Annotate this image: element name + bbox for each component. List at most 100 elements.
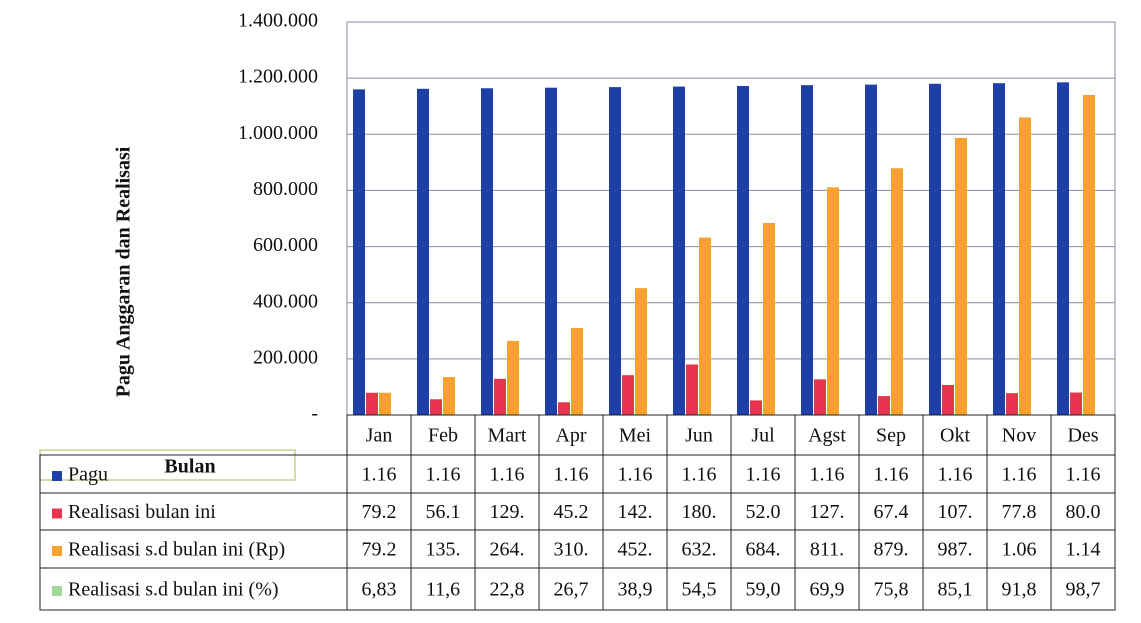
x-tick-label: Okt	[940, 425, 970, 447]
y-tick-label: 200.000	[253, 346, 318, 368]
legend-label: Realisasi s.d bulan ini (%)	[68, 579, 279, 601]
table-value: 67.4	[874, 501, 909, 523]
table-value: 811.	[810, 539, 844, 561]
table-value: 79.2	[362, 539, 397, 561]
bar	[635, 288, 647, 415]
x-tick-label: Jan	[366, 425, 393, 447]
table-value: 11,6	[426, 579, 460, 601]
table-value: 79.2	[362, 501, 397, 523]
table-value: 52.0	[746, 501, 781, 523]
table-value: 310.	[554, 539, 589, 561]
y-tick-label: 400.000	[253, 290, 318, 312]
table-value: 75,8	[874, 579, 909, 601]
bar	[430, 399, 442, 415]
bar	[545, 87, 557, 416]
bar	[481, 88, 493, 416]
bar	[737, 86, 749, 415]
bar	[558, 402, 570, 415]
x-tick-label: Mart	[488, 425, 527, 447]
bar	[686, 364, 698, 415]
table-value: 632.	[682, 539, 717, 561]
bar	[763, 222, 775, 415]
bar	[750, 400, 762, 415]
bar	[1019, 117, 1031, 415]
table-value: 1.16	[490, 464, 525, 486]
bar	[507, 340, 519, 415]
bar	[814, 379, 826, 415]
y-axis-title: Pagu Anggaran dan Realisasi	[113, 146, 135, 397]
bar	[929, 83, 941, 415]
bar	[366, 392, 378, 415]
bar	[571, 327, 583, 415]
table-value: 59,0	[746, 579, 781, 601]
table-value: 1.16	[1002, 464, 1037, 486]
table-value: 1.16	[810, 464, 845, 486]
bar	[699, 237, 711, 415]
bar	[955, 137, 967, 415]
table-value: 1.16	[554, 464, 589, 486]
bar	[1083, 94, 1095, 415]
table-value: 1.16	[682, 464, 717, 486]
bar	[1006, 393, 1018, 415]
table-value: 22,8	[490, 579, 525, 601]
y-tick-label: 800.000	[253, 178, 318, 200]
table-value: 1.16	[746, 464, 781, 486]
legend-label: Realisasi s.d bulan ini (Rp)	[68, 539, 285, 561]
bar	[379, 392, 391, 415]
table-value: 1.16	[618, 464, 653, 486]
table-value: 26,7	[554, 579, 589, 601]
x-tick-label: Agst	[808, 425, 846, 447]
bar	[1057, 82, 1069, 415]
table-value: 1.14	[1066, 539, 1101, 561]
bar	[993, 83, 1005, 416]
x-tick-label: Jun	[685, 425, 713, 447]
table-value: 1.16	[362, 464, 397, 486]
legend-swatch	[52, 508, 62, 519]
bar	[801, 85, 813, 416]
table-value: 54,5	[682, 579, 717, 601]
table-value: 1.16	[938, 464, 973, 486]
legend-swatch	[52, 586, 62, 596]
table-value: 1.16	[426, 464, 461, 486]
bar	[443, 377, 455, 415]
table-cell	[1050, 567, 1116, 611]
x-tick-label: Nov	[1002, 425, 1036, 447]
bar	[865, 84, 877, 415]
x-tick-label: Jul	[751, 425, 775, 447]
table-value: 98,7	[1066, 579, 1101, 601]
table-value: 45.2	[554, 501, 589, 523]
table-value: 6,83	[362, 579, 397, 601]
table-value: 684.	[746, 539, 781, 561]
table-value: 127.	[810, 501, 845, 523]
legend-label: Pagu	[68, 464, 108, 486]
table-value: 69,9	[810, 579, 845, 601]
bar	[1070, 392, 1082, 415]
y-tick-label: 1.400.000	[238, 10, 318, 32]
x-tick-label: Sep	[876, 425, 906, 447]
x-axis-title: Bulan	[164, 456, 215, 478]
bar	[353, 89, 365, 415]
table-value: 107.	[938, 501, 973, 523]
bar	[673, 86, 685, 416]
legend-swatch	[52, 546, 62, 556]
x-tick-label: Apr	[555, 425, 586, 447]
table-value: 38,9	[618, 579, 653, 601]
table-value: 264.	[490, 539, 525, 561]
x-tick-label: Des	[1067, 425, 1098, 447]
table-value: 1.06	[1002, 539, 1037, 561]
bar	[827, 187, 839, 415]
table-value: 77.8	[1002, 501, 1037, 523]
y-tick-label: 1.200.000	[238, 66, 318, 88]
bar	[494, 378, 506, 415]
bar	[609, 87, 621, 415]
y-tick-label: 1.000.000	[238, 122, 318, 144]
table-value: 80.0	[1066, 501, 1101, 523]
y-tick-label: 600.000	[253, 234, 318, 256]
table-value: 91,8	[1002, 579, 1037, 601]
x-tick-label: Feb	[428, 425, 458, 447]
y-tick-label: -	[311, 403, 318, 425]
table-value: 452.	[618, 539, 653, 561]
bar	[891, 168, 903, 415]
table-value: 1.16	[874, 464, 909, 486]
